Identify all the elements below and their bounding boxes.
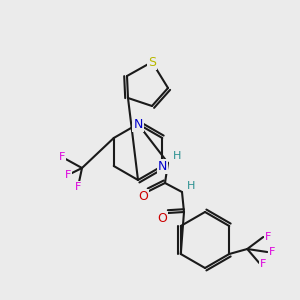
Text: O: O (157, 212, 167, 224)
Text: F: F (65, 170, 71, 180)
Text: N: N (158, 160, 167, 172)
Text: S: S (148, 56, 156, 68)
Text: F: F (59, 152, 65, 162)
Text: F: F (269, 247, 275, 257)
Text: H: H (187, 181, 195, 191)
Text: F: F (260, 259, 266, 269)
Text: F: F (75, 182, 81, 192)
Text: H: H (173, 151, 181, 161)
Text: O: O (138, 190, 148, 202)
Text: N: N (133, 118, 143, 130)
Text: F: F (265, 232, 272, 242)
